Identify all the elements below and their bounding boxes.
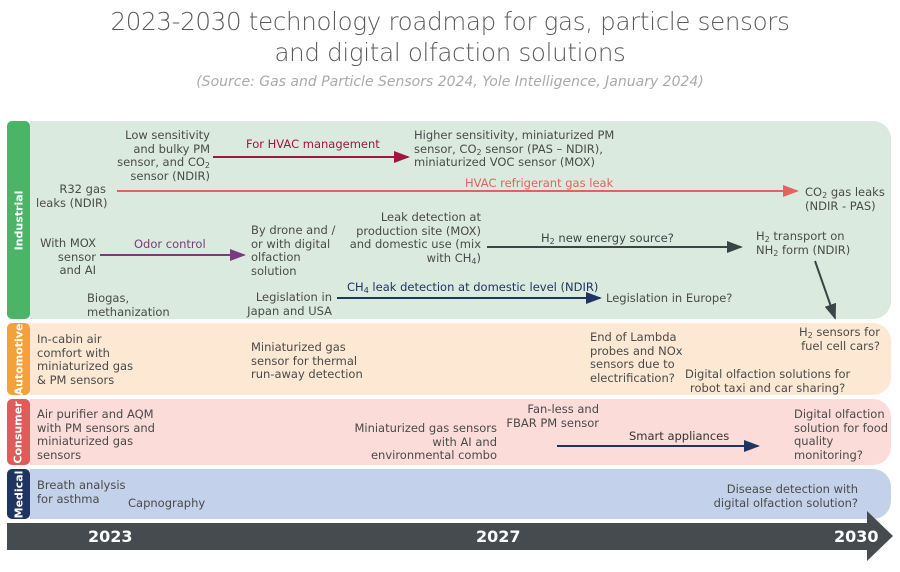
year-2023: 2023 bbox=[88, 527, 133, 546]
breath-analysis-text: Breath analysis for asthma bbox=[37, 478, 126, 506]
drone-olfaction-text: By drone and / or with digital olfaction… bbox=[251, 223, 336, 278]
timeline-arrow-icon bbox=[867, 511, 893, 561]
ai-combo-text: Miniaturized gas sensors with AI and env… bbox=[354, 421, 497, 462]
chart-title-line1: 2023-2030 technology roadmap for gas, pa… bbox=[110, 7, 790, 36]
h2-energy-label: H2 new energy source? bbox=[541, 231, 674, 246]
odor-control-label: Odor control bbox=[134, 237, 206, 251]
h2-transport-text: H2 transport on NH2 form (NDIR) bbox=[756, 229, 851, 258]
biogas-text: Biogas, methanization bbox=[87, 291, 170, 319]
robot-taxi-text: Digital olfaction solutions for robot ta… bbox=[685, 367, 851, 395]
chart-title-line2: and digital olfaction solutions bbox=[274, 38, 626, 67]
hvac-refrigerant-label: HVAC refrigerant gas leak bbox=[465, 176, 614, 190]
co2-gas-leaks-text: CO2 gas leaks (NDIR - PAS) bbox=[805, 185, 885, 213]
medical-band bbox=[30, 469, 891, 519]
disease-detection-text: Disease detection with digital olfaction… bbox=[713, 482, 858, 510]
air-purifier-text: Air purifier and AQM with PM sensors and… bbox=[37, 407, 155, 462]
smart-appliances-label: Smart appliances bbox=[629, 429, 730, 443]
consumer-label: Consumer bbox=[7, 399, 30, 465]
year-2030: 2030 bbox=[834, 527, 879, 546]
consumer-band bbox=[30, 399, 891, 465]
h2-cars-arrow bbox=[814, 260, 837, 320]
end-of-lambda-text: End of Lambda probes and NOx sensors due… bbox=[590, 330, 683, 385]
fanless-fbar-text: Fan-less and FBAR PM sensor bbox=[506, 402, 599, 430]
higher-sensitivity-text: Higher sensitivity, miniaturized PM sens… bbox=[414, 128, 615, 169]
automotive-band bbox=[30, 323, 891, 395]
capnography-text: Capnography bbox=[128, 496, 206, 510]
legislation-europe-text: Legislation in Europe? bbox=[606, 291, 733, 305]
hvac-management-label: For HVAC management bbox=[246, 137, 380, 151]
source-caption: (Source: Gas and Particle Sensors 2024, … bbox=[196, 74, 704, 90]
automotive-label: Automotive bbox=[7, 323, 30, 395]
year-2027: 2027 bbox=[476, 527, 521, 546]
leak-detection-production-text: Leak detection at production site (MOX) … bbox=[349, 210, 481, 266]
industrial-label: Industrial bbox=[7, 121, 30, 319]
thermal-runaway-text: Miniaturized gas sensor for thermal run-… bbox=[251, 340, 363, 381]
legislation-japan-usa-text: Legislation in Japan and USA bbox=[247, 290, 332, 318]
ch4-leak-label: CH4 leak detection at domestic level (ND… bbox=[347, 280, 599, 295]
industrial-band bbox=[30, 121, 891, 319]
medical-label: Medical bbox=[7, 469, 30, 519]
r32-gas-text: R32 gas leaks (NDIR) bbox=[36, 182, 108, 210]
in-cabin-air-text: In-cabin air comfort with miniaturized g… bbox=[37, 332, 134, 387]
food-quality-text: Digital olfaction solution for food qual… bbox=[794, 407, 889, 462]
timeline-bar bbox=[7, 523, 869, 550]
low-sensitivity-pm-text: Low sensitivity and bulky PM sensor, and… bbox=[117, 128, 210, 183]
mox-sensor-ai-text: With MOX sensor and AI bbox=[40, 236, 96, 277]
h2-fuel-cell-text: H2 sensors for fuel cell cars? bbox=[799, 325, 880, 353]
